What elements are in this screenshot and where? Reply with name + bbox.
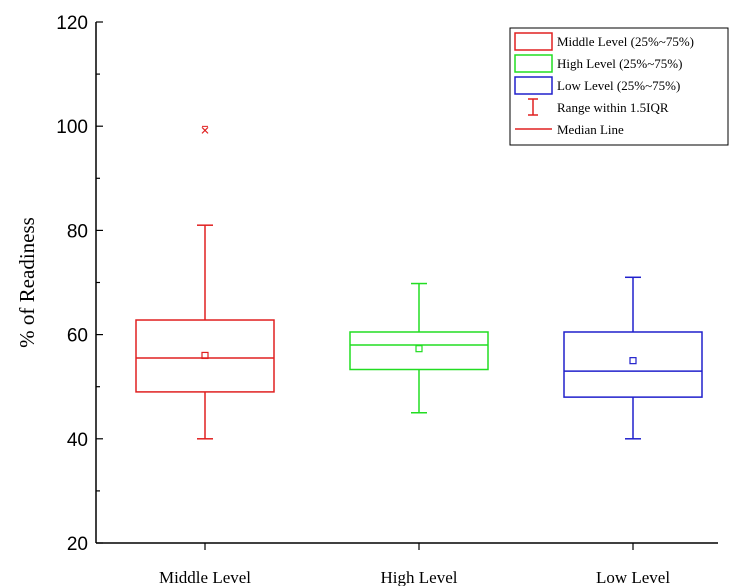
legend: Middle Level (25%~75%) High Level (25%~75…	[509, 27, 729, 146]
legend-label: Low Level (25%~75%)	[557, 78, 680, 93]
x-tick-label: Low Level	[596, 568, 670, 586]
iqr-box	[349, 331, 489, 371]
legend-label: Middle Level (25%~75%)	[557, 34, 694, 49]
axes: 20 40 60 80 100 120 Middle Level High Level Low …	[56, 13, 718, 586]
legend-swatch-box	[514, 76, 553, 95]
mean-marker	[415, 345, 423, 353]
iqr-box	[563, 331, 703, 398]
mean-marker	[629, 357, 637, 365]
y-tick-label: 100	[56, 117, 88, 138]
legend-label: Median Line	[557, 122, 624, 137]
y-tick-label: 80	[67, 221, 88, 242]
iqr-box	[135, 319, 275, 393]
legend-swatch-box	[514, 54, 553, 73]
y-tick-label: 20	[67, 534, 88, 555]
y-tick-label: 40	[67, 430, 88, 451]
legend-label: High Level (25%~75%)	[557, 56, 682, 71]
legend-label: Range within 1.5IQR	[557, 100, 669, 115]
legend-frame	[509, 27, 729, 146]
y-axis-title: % of Readiness	[15, 217, 39, 348]
box-high-level	[349, 282, 489, 414]
box-low-level	[563, 276, 703, 440]
x-tick-label: High Level	[381, 568, 458, 586]
x-tick-label: Middle Level	[159, 568, 251, 586]
outlier-marker	[201, 126, 209, 134]
legend-swatch-box	[514, 32, 553, 51]
y-tick-label: 60	[67, 326, 88, 347]
boxes	[135, 125, 703, 440]
mean-marker	[201, 351, 209, 360]
y-tick-label: 120	[56, 13, 88, 34]
box-middle-level	[135, 125, 275, 440]
